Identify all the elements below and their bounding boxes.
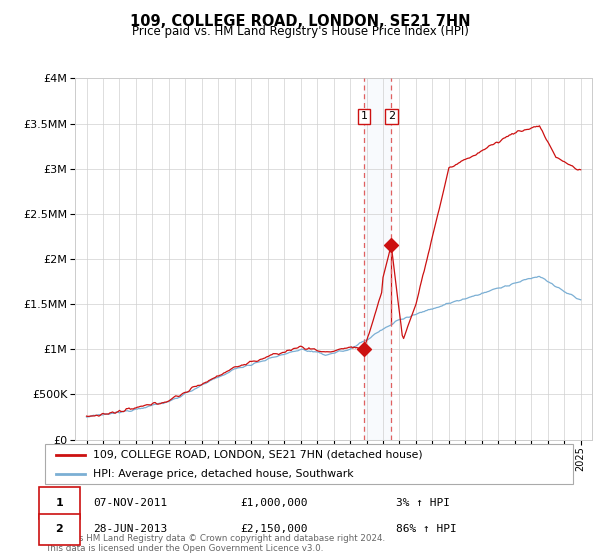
Text: 07-NOV-2011: 07-NOV-2011 bbox=[93, 498, 167, 507]
Text: 1: 1 bbox=[56, 498, 63, 507]
Text: 2: 2 bbox=[56, 525, 63, 534]
Bar bbox=[364, 78, 391, 440]
Text: £2,150,000: £2,150,000 bbox=[240, 525, 308, 534]
Text: 109, COLLEGE ROAD, LONDON, SE21 7HN (detached house): 109, COLLEGE ROAD, LONDON, SE21 7HN (det… bbox=[92, 450, 422, 460]
Text: Contains HM Land Registry data © Crown copyright and database right 2024.
This d: Contains HM Land Registry data © Crown c… bbox=[45, 534, 385, 553]
Text: Price paid vs. HM Land Registry's House Price Index (HPI): Price paid vs. HM Land Registry's House … bbox=[131, 25, 469, 38]
Text: £1,000,000: £1,000,000 bbox=[240, 498, 308, 507]
Text: 109, COLLEGE ROAD, LONDON, SE21 7HN: 109, COLLEGE ROAD, LONDON, SE21 7HN bbox=[130, 14, 470, 29]
Text: 2: 2 bbox=[388, 111, 395, 122]
Text: 28-JUN-2013: 28-JUN-2013 bbox=[93, 525, 167, 534]
Point bbox=[359, 345, 369, 354]
Text: 86% ↑ HPI: 86% ↑ HPI bbox=[396, 525, 457, 534]
Text: HPI: Average price, detached house, Southwark: HPI: Average price, detached house, Sout… bbox=[92, 469, 353, 478]
Text: 3% ↑ HPI: 3% ↑ HPI bbox=[396, 498, 450, 507]
Text: 1: 1 bbox=[361, 111, 368, 122]
Point bbox=[386, 241, 396, 250]
FancyBboxPatch shape bbox=[45, 444, 573, 484]
